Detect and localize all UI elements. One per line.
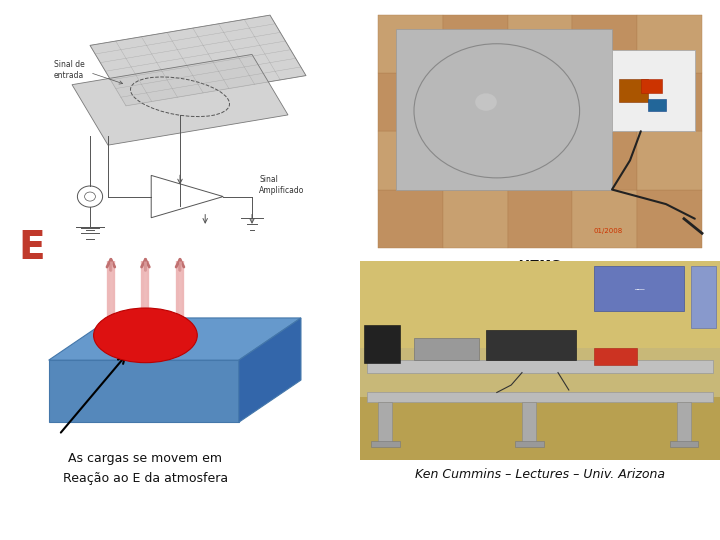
- Bar: [612, 50, 695, 131]
- Text: As cargas se movem em: As cargas se movem em: [68, 452, 222, 465]
- Text: Sinal
Amplificado: Sinal Amplificado: [259, 176, 305, 195]
- Bar: [414, 338, 479, 360]
- Bar: [360, 261, 720, 460]
- Bar: [443, 73, 508, 131]
- Text: 01/2008: 01/2008: [594, 228, 624, 234]
- Bar: [637, 131, 702, 190]
- Text: Ken Cummins – Lectures – Univ. Arizona: Ken Cummins – Lectures – Univ. Arizona: [415, 468, 665, 481]
- Bar: [443, 131, 508, 190]
- Bar: [364, 326, 400, 363]
- Bar: [508, 190, 572, 248]
- Bar: [378, 15, 443, 73]
- Bar: [594, 266, 684, 310]
- Bar: [572, 73, 637, 131]
- Bar: [648, 99, 666, 111]
- Bar: [508, 15, 572, 73]
- Bar: [367, 393, 713, 402]
- Text: E: E: [18, 229, 45, 267]
- Bar: [443, 190, 508, 248]
- Bar: [641, 79, 662, 93]
- Text: Sinal de
entrada: Sinal de entrada: [54, 60, 85, 80]
- Bar: [508, 131, 572, 190]
- Ellipse shape: [94, 308, 197, 363]
- Bar: [594, 348, 637, 365]
- Polygon shape: [239, 318, 301, 422]
- Bar: [619, 79, 648, 102]
- Bar: [508, 73, 572, 131]
- Polygon shape: [90, 15, 306, 106]
- Bar: [396, 29, 612, 190]
- Bar: [522, 402, 536, 442]
- Bar: [691, 266, 716, 328]
- Bar: [637, 15, 702, 73]
- Bar: [378, 402, 392, 442]
- Text: Reação ao E da atmosfera: Reação ao E da atmosfera: [63, 472, 228, 485]
- Bar: [378, 73, 443, 131]
- Polygon shape: [49, 360, 239, 422]
- Bar: [378, 190, 443, 248]
- Bar: [443, 15, 508, 73]
- Bar: [360, 261, 720, 348]
- Circle shape: [475, 93, 497, 111]
- Bar: [572, 131, 637, 190]
- Polygon shape: [49, 318, 301, 360]
- Bar: [378, 15, 702, 248]
- Bar: [486, 330, 576, 360]
- Bar: [360, 397, 720, 460]
- Polygon shape: [151, 176, 223, 218]
- Bar: [371, 441, 400, 447]
- Bar: [367, 360, 713, 373]
- Polygon shape: [72, 55, 288, 145]
- Bar: [515, 441, 544, 447]
- Bar: [670, 441, 698, 447]
- Text: UFMS: UFMS: [518, 259, 562, 277]
- Bar: [572, 190, 637, 248]
- Text: ___: ___: [634, 284, 644, 290]
- Bar: [677, 402, 691, 442]
- Bar: [637, 73, 702, 131]
- Bar: [378, 131, 443, 190]
- Bar: [637, 190, 702, 248]
- Bar: [572, 15, 637, 73]
